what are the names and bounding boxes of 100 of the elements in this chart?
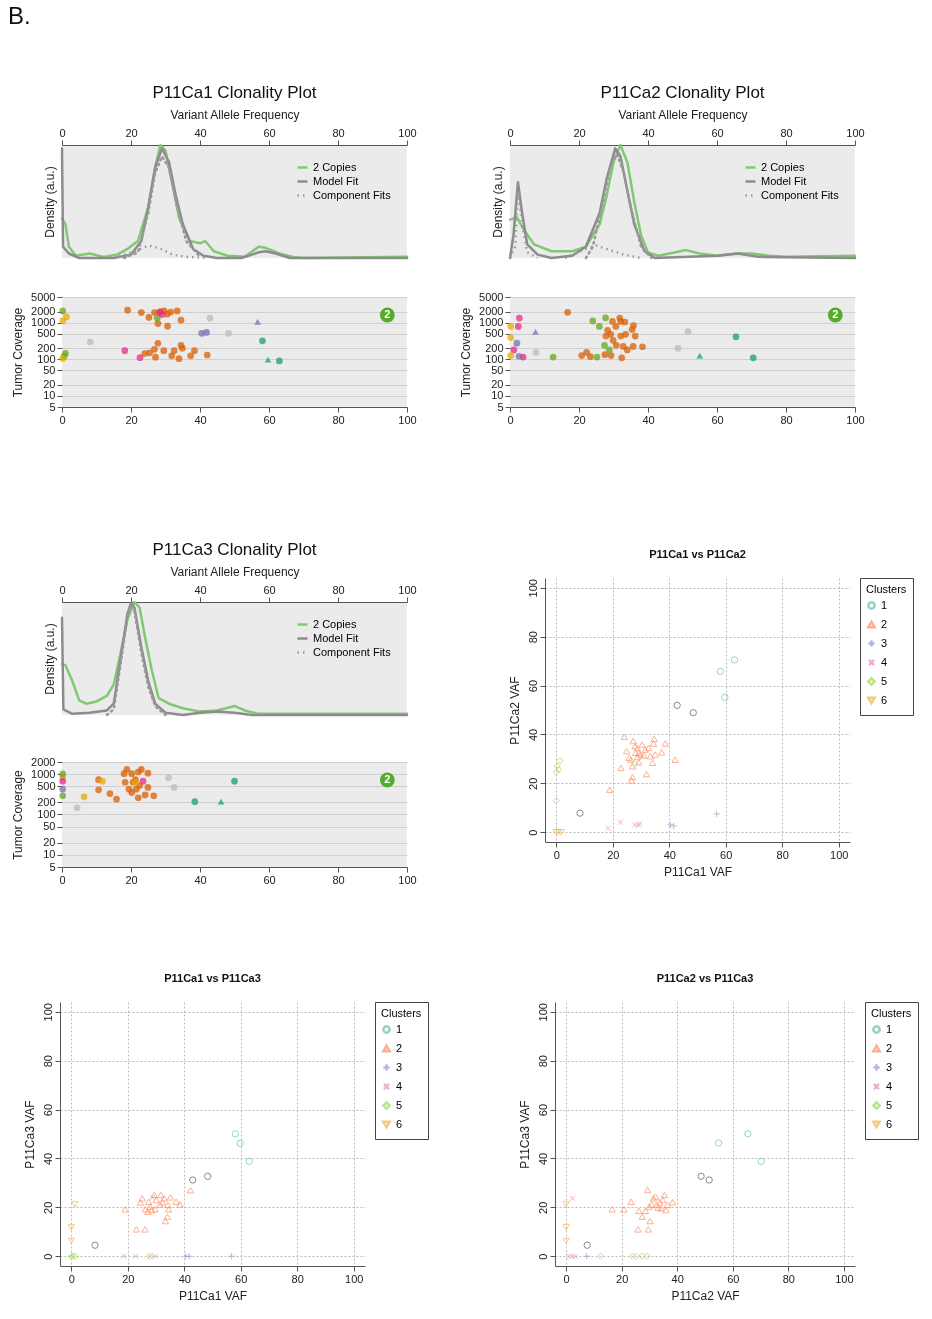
y-tick-label: 500 (37, 327, 56, 340)
legend-label: 5 (396, 1098, 403, 1111)
chart-title: P11Ca1 vs P11Ca3 (164, 971, 261, 984)
y-axis-title: Density (a.u.) (42, 166, 57, 238)
x-tick-label: 100 (345, 1272, 364, 1285)
x-tick-label: 60 (711, 126, 724, 139)
legend-label: 6 (396, 1117, 403, 1130)
x-tick-label: 100 (398, 873, 417, 886)
y-tick-label: 60 (536, 1103, 549, 1117)
x-tick-label: 80 (332, 583, 345, 596)
x-tick-label: 0 (507, 126, 514, 139)
legend-label: 5 (886, 1098, 893, 1111)
chart-title: P11Ca2 Clonality Plot (600, 83, 765, 102)
x-tick-label: 0 (59, 873, 66, 886)
y-tick-label: 2000 (479, 305, 504, 318)
annotation: 2 (384, 773, 391, 785)
x-tick-label: 100 (835, 1272, 854, 1285)
x-axis-title: P11Ca1 VAF (663, 864, 733, 879)
chart-title: P11Ca3 Clonality Plot (152, 540, 317, 559)
y-axis-title: P11Ca3 VAF (22, 1100, 37, 1169)
y-tick-label: 200 (37, 795, 56, 808)
y-tick-label: 10 (43, 848, 56, 861)
x-tick-label: 20 (125, 583, 138, 596)
y-tick-label: 50 (43, 820, 56, 833)
y-tick-label: 1000 (479, 316, 504, 329)
y-tick-label: 60 (526, 679, 539, 693)
y-tick-label: 0 (526, 829, 539, 836)
y-axis-title: Density (a.u.) (42, 623, 57, 695)
x-axis-title: P11Ca2 VAF (671, 1288, 740, 1303)
legend-label: 6 (886, 1117, 893, 1130)
legend-label: Component Fits (761, 188, 840, 201)
y-tick-label: 50 (43, 363, 56, 376)
x-tick-label: 60 (263, 873, 276, 886)
x-tick-label: 0 (59, 413, 66, 426)
legend-label: 3 (881, 636, 888, 649)
x-tick-label: 80 (332, 873, 345, 886)
legend-label: 1 (886, 1022, 893, 1035)
x-tick-label: 0 (68, 1272, 75, 1285)
x-tick-label: 60 (263, 126, 276, 139)
legend-label: 1 (881, 598, 888, 611)
x-tick-label: 0 (563, 1272, 570, 1285)
y-axis-title: Density (a.u.) (490, 166, 505, 238)
x-tick-label: 80 (780, 126, 793, 139)
x-tick-label: 0 (553, 848, 560, 861)
x-tick-label: 100 (398, 583, 417, 596)
legend-label: Model Fit (313, 631, 359, 644)
x-tick-label: 100 (398, 126, 417, 139)
y-tick-label: 5000 (479, 290, 504, 303)
text: B. (8, 2, 31, 30)
y-tick-label: 80 (526, 631, 539, 644)
y-axis-title: Tumor Coverage (11, 307, 26, 398)
x-tick-label: 20 (573, 413, 586, 426)
legend-label: 2 (396, 1041, 403, 1054)
y-tick-label: 20 (536, 1201, 549, 1214)
y-tick-label: 200 (37, 341, 56, 354)
chart-title: P11Ca2 vs P11Ca3 (656, 971, 754, 984)
x-tick-label: 40 (194, 126, 207, 139)
x-tick-label: 20 (616, 1272, 629, 1285)
x-axis-title: Variant Allele Frequency (170, 107, 300, 122)
x-tick-label: 40 (194, 413, 207, 426)
x-tick-label: 40 (642, 126, 655, 139)
annotation: 2 (832, 308, 839, 320)
x-tick-label: 40 (194, 583, 207, 596)
y-tick-label: 20 (491, 378, 504, 391)
x-tick-label: 20 (607, 848, 620, 861)
x-axis-title: Variant Allele Frequency (618, 107, 748, 122)
legend-label: 2 Copies (313, 617, 357, 630)
x-tick-label: 40 (642, 413, 655, 426)
y-tick-label: 100 (37, 352, 56, 365)
legend-label: Component Fits (313, 645, 392, 658)
legend-title: Clusters (871, 1007, 912, 1019)
x-tick-label: 0 (59, 126, 66, 139)
y-tick-label: 20 (41, 1201, 54, 1214)
y-tick-label: 100 (536, 1003, 549, 1022)
chart-title: P11Ca1 vs P11Ca2 (649, 547, 746, 560)
legend-label: 6 (881, 693, 888, 706)
legend-label: 1 (396, 1022, 403, 1035)
y-axis-title: Tumor Coverage (459, 307, 474, 398)
y-tick-label: 20 (43, 378, 56, 391)
legend-label: 4 (886, 1079, 893, 1092)
legend-label: 3 (396, 1060, 403, 1073)
x-tick-label: 40 (671, 1272, 684, 1285)
y-tick-label: 1000 (31, 316, 56, 329)
annotation: 2 (384, 308, 391, 320)
x-tick-label: 80 (332, 413, 345, 426)
y-tick-label: 5 (49, 860, 56, 873)
y-tick-label: 100 (485, 352, 504, 365)
x-tick-label: 60 (711, 413, 724, 426)
y-axis-title: Tumor Coverage (11, 769, 26, 860)
y-tick-label: 20 (526, 777, 539, 790)
x-tick-label: 20 (125, 873, 138, 886)
legend-label: 3 (886, 1060, 893, 1073)
y-tick-label: 1000 (31, 767, 56, 780)
y-tick-label: 2000 (31, 755, 56, 768)
x-tick-label: 100 (846, 126, 865, 139)
x-tick-label: 60 (263, 413, 276, 426)
y-tick-label: 2000 (31, 305, 56, 318)
y-tick-label: 100 (37, 808, 56, 820)
y-tick-label: 500 (37, 779, 56, 792)
y-tick-label: 20 (43, 836, 56, 849)
